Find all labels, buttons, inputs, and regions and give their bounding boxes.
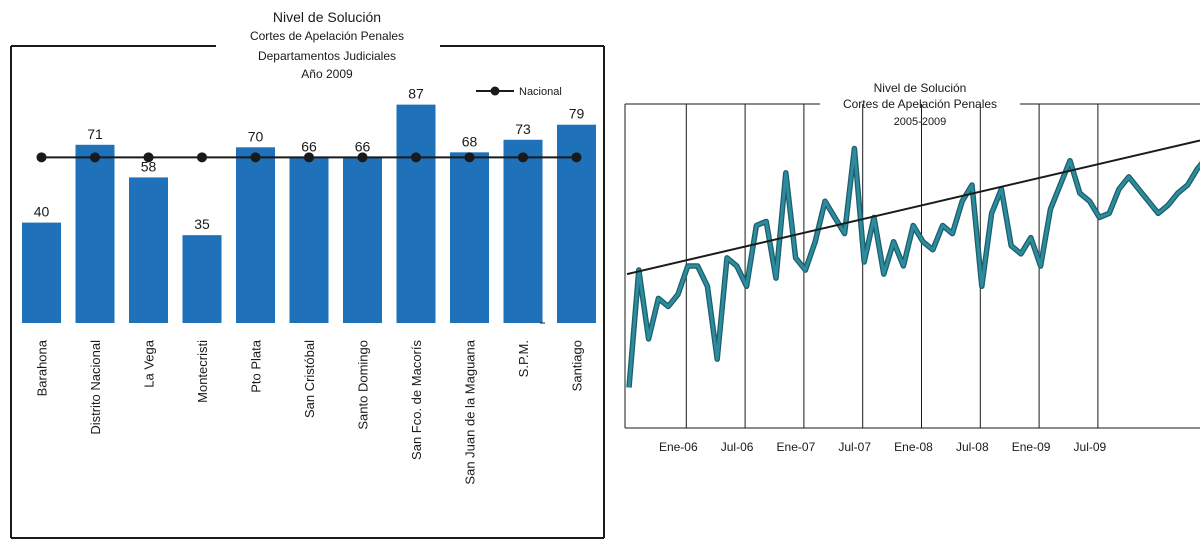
line-chart-trendline	[626, 139, 1200, 276]
nacional-point	[518, 152, 528, 163]
nacional-point	[197, 152, 207, 163]
nacional-point	[357, 152, 368, 163]
bar-category-label: Barahona	[35, 339, 50, 396]
bar-value-label: 79	[569, 106, 585, 122]
bar-category-label: San Fco. de Macorís	[409, 340, 424, 460]
nacional-point	[143, 152, 154, 163]
bar-chart-subtitle-1: Cortes de Apelación Penales	[250, 29, 404, 43]
trend-line	[626, 139, 1200, 276]
bar-4	[182, 235, 222, 323]
bar-chart: Nivel de Solución Cortes de Apelación Pe…	[10, 9, 605, 539]
bar-category-label: San Cristóbal	[302, 340, 317, 418]
x-tick-label: Jul-08	[956, 440, 989, 454]
nacional-point	[36, 152, 47, 163]
line-chart-title-block: Nivel de Solución Cortes de Apelación Pe…	[843, 81, 997, 128]
bar-chart-frame	[10, 45, 605, 539]
bar-9	[450, 152, 489, 323]
x-tick-label: Ene-06	[659, 440, 698, 454]
bar-category-labels: Barahona Distrito Nacional La Vega Montecri…	[35, 339, 585, 484]
bar-category-label: San Juan de la Maguana	[463, 339, 478, 484]
x-tick-label: Jul-09	[1074, 440, 1107, 454]
bar-2	[75, 144, 115, 323]
bar-value-label: 66	[301, 138, 317, 154]
nacional-point	[250, 152, 261, 163]
bar-value-label: 70	[248, 128, 264, 144]
legend-label-nacional: Nacional	[519, 86, 562, 98]
bar-value-label: 66	[355, 138, 371, 154]
bars-group	[22, 104, 596, 324]
bar-value-label: 58	[141, 158, 157, 174]
bar-value-label: 68	[462, 133, 478, 149]
bar-value-label: 71	[87, 126, 103, 142]
line-chart: Nivel de Solución Cortes de Apelación Pe…	[624, 81, 1200, 454]
bar-7	[343, 157, 382, 323]
bar-category-label: Distrito Nacional	[88, 340, 103, 435]
bar-6	[289, 157, 329, 323]
x-tick-label: Jul-07	[838, 440, 871, 454]
nacional-point	[411, 152, 421, 163]
x-tick-label: Ene-09	[1012, 440, 1051, 454]
bar-8	[396, 104, 436, 323]
nacional-series	[36, 152, 582, 163]
bar-value-label: 73	[515, 121, 531, 137]
x-tick-label: Jul-06	[721, 440, 754, 454]
bar-value-label: 87	[408, 86, 424, 102]
bar-chart-subtitle-2: Departamentos Judiciales	[258, 49, 396, 63]
bar-10	[503, 139, 543, 323]
bar-chart-subtitle-3: Año 2009	[301, 67, 353, 81]
bar-5	[236, 147, 275, 323]
nacional-point	[90, 152, 100, 163]
line-chart-x-ticks: Ene-06 Jul-06 Ene-07 Jul-07 Ene-08 Jul-08 Ene-…	[659, 440, 1107, 454]
bar-category-label: Santo Domingo	[356, 340, 371, 430]
x-tick-label: Ene-07	[777, 440, 816, 454]
bar-3	[129, 177, 168, 323]
bar-chart-title: Nivel de Solución	[273, 9, 381, 25]
bar-category-label: Montecristi	[195, 340, 210, 403]
bar-category-label: Pto Plata	[249, 339, 264, 393]
x-tick-label: Ene-08	[894, 440, 933, 454]
bar-value-label: 40	[34, 204, 50, 220]
bar-category-label: Santiago	[570, 340, 585, 391]
nacional-point	[571, 152, 582, 163]
line-chart-frame	[624, 103, 1200, 429]
bar-chart-panel: Nivel de Solución Cortes de Apelación Pe…	[10, 9, 605, 539]
bar-value-labels: 40 71 58 35 70 66 66 87 68 73 79	[34, 86, 585, 233]
bar-chart-legend: Nacional	[476, 86, 562, 98]
nacional-point	[304, 152, 314, 163]
bar-1	[22, 222, 61, 323]
line-chart-series	[626, 145, 1200, 388]
line-chart-panel: Nivel de Solución Cortes de Apelación Pe…	[615, 0, 1200, 541]
line-chart-subtitle-1: Cortes de Apelación Penales	[843, 97, 997, 111]
bar-value-label: 35	[194, 216, 210, 232]
series-line	[627, 147, 1200, 388]
legend-marker-icon	[490, 86, 500, 96]
bar-chart-title-block: Nivel de Solución Cortes de Apelación Pe…	[250, 9, 404, 81]
bar-category-label: La Vega	[142, 339, 157, 387]
line-chart-title: Nivel de Solución	[874, 81, 967, 95]
line-chart-subtitle-2: 2005-2009	[894, 116, 947, 128]
nacional-point	[464, 152, 475, 163]
bar-category-label: S.P.M.	[516, 340, 531, 377]
